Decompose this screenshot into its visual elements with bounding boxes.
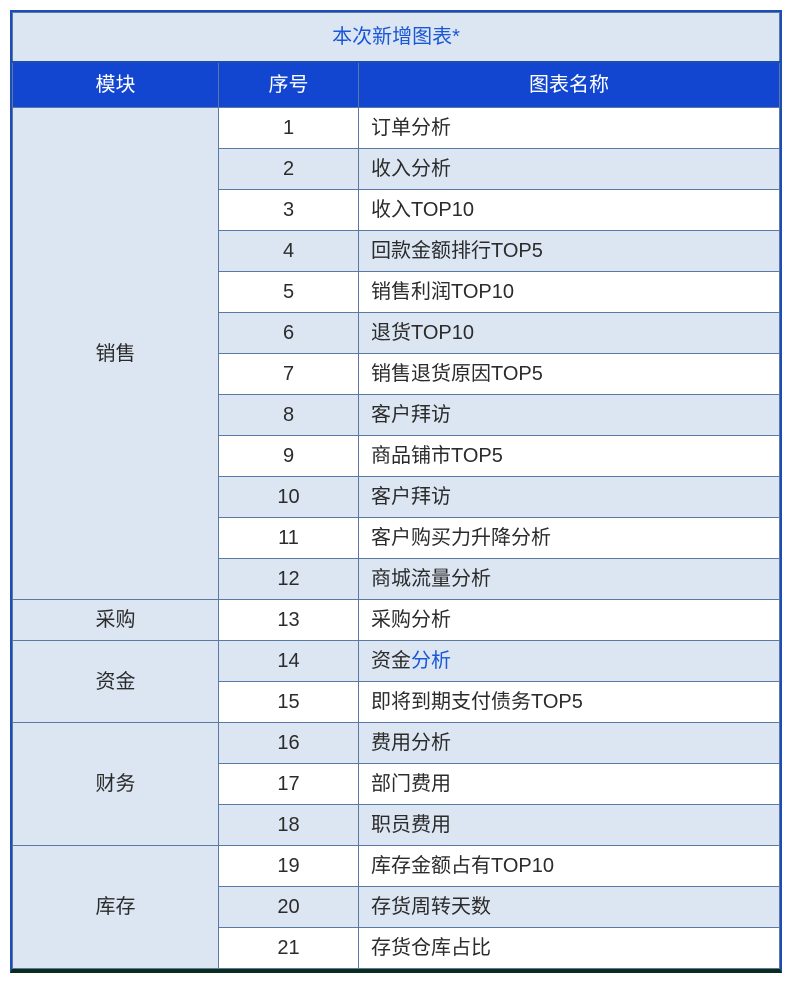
chart-name-cell: 商城流量分析 [359,559,780,600]
seq-cell: 1 [219,108,359,149]
chart-name-cell: 客户拜访 [359,477,780,518]
chart-name-cell: 客户拜访 [359,395,780,436]
chart-name-cell: 客户购买力升降分析 [359,518,780,559]
seq-cell: 10 [219,477,359,518]
table-row: 采购13采购分析 [13,600,780,641]
chart-name-cell: 销售退货原因TOP5 [359,354,780,395]
chart-list-table: 本次新增图表* 模块 序号 图表名称 销售1订单分析2收入分析3收入TOP104… [10,10,782,973]
module-cell: 财务 [13,723,219,846]
table-row: 库存19库存金额占有TOP10 [13,846,780,887]
seq-cell: 18 [219,805,359,846]
chart-name-cell: 部门费用 [359,764,780,805]
chart-name-cell: 回款金额排行TOP5 [359,231,780,272]
chart-name-cell: 商品铺市TOP5 [359,436,780,477]
seq-cell: 5 [219,272,359,313]
chart-name-cell: 退货TOP10 [359,313,780,354]
seq-cell: 9 [219,436,359,477]
seq-cell: 19 [219,846,359,887]
chart-name-cell: 订单分析 [359,108,780,149]
seq-cell: 13 [219,600,359,641]
chart-name-cell: 存货仓库占比 [359,928,780,969]
chart-name-cell: 费用分析 [359,723,780,764]
seq-cell: 8 [219,395,359,436]
chart-name-cell: 存货周转天数 [359,887,780,928]
seq-cell: 16 [219,723,359,764]
chart-name-cell: 职员费用 [359,805,780,846]
seq-cell: 3 [219,190,359,231]
seq-cell: 21 [219,928,359,969]
table-row: 销售1订单分析 [13,108,780,149]
table-row: 资金14资金分析 [13,641,780,682]
seq-cell: 4 [219,231,359,272]
seq-cell: 17 [219,764,359,805]
seq-cell: 15 [219,682,359,723]
chart-name-cell: 采购分析 [359,600,780,641]
seq-cell: 14 [219,641,359,682]
col-header-module: 模块 [13,62,219,108]
seq-cell: 20 [219,887,359,928]
table-row: 财务16费用分析 [13,723,780,764]
module-cell: 资金 [13,641,219,723]
chart-name-cell: 销售利润TOP10 [359,272,780,313]
col-header-name: 图表名称 [359,62,780,108]
chart-name-cell: 资金分析 [359,641,780,682]
table-body: 销售1订单分析2收入分析3收入TOP104回款金额排行TOP55销售利润TOP1… [13,108,780,969]
col-header-seq: 序号 [219,62,359,108]
seq-cell: 12 [219,559,359,600]
module-cell: 采购 [13,600,219,641]
module-cell: 库存 [13,846,219,969]
seq-cell: 11 [219,518,359,559]
table-title: 本次新增图表* [13,13,780,63]
chart-name-cell: 即将到期支付债务TOP5 [359,682,780,723]
seq-cell: 7 [219,354,359,395]
module-cell: 销售 [13,108,219,600]
title-row: 本次新增图表* [13,13,780,63]
chart-name-cell: 收入TOP10 [359,190,780,231]
chart-name-cell: 库存金额占有TOP10 [359,846,780,887]
table: 本次新增图表* 模块 序号 图表名称 销售1订单分析2收入分析3收入TOP104… [12,12,780,969]
seq-cell: 6 [219,313,359,354]
chart-name-cell: 收入分析 [359,149,780,190]
header-row: 模块 序号 图表名称 [13,62,780,108]
seq-cell: 2 [219,149,359,190]
